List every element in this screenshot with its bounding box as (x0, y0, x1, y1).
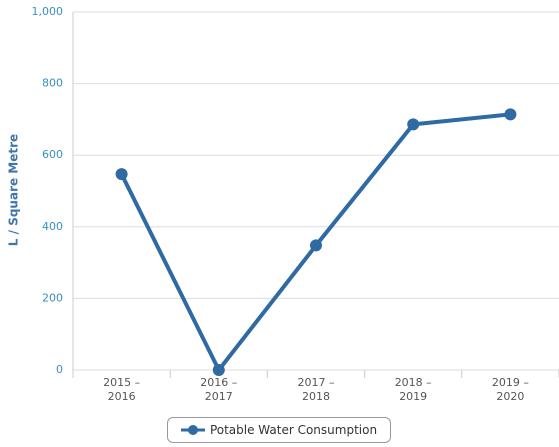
x-tick-label: 2017 – 2018 (297, 376, 335, 403)
data-point (504, 108, 517, 121)
data-point (310, 239, 322, 252)
data-point (115, 168, 128, 181)
x-tick-label: 2019 – 2020 (491, 376, 529, 403)
x-tick-label: 2015 – 2016 (103, 376, 141, 403)
legend-symbol (180, 425, 205, 435)
x-tick-label: 2018 – 2019 (394, 376, 432, 403)
data-point (407, 118, 420, 131)
legend-label: Potable Water Consumption (209, 423, 378, 437)
y-tick-label: 1,000 (32, 5, 64, 18)
legend-item[interactable]: Potable Water Consumption (167, 417, 391, 443)
y-tick-label: 200 (42, 291, 63, 304)
legend-marker (187, 425, 198, 435)
y-axis-label: L / Square Metre (7, 134, 21, 246)
y-tick-label: 800 (42, 77, 63, 90)
y-tick-label: 400 (42, 220, 63, 233)
data-point (212, 364, 225, 376)
y-tick-label: 0 (56, 363, 63, 376)
x-tick-label: 2016 – 2017 (200, 376, 238, 403)
y-tick-label: 600 (42, 148, 63, 161)
